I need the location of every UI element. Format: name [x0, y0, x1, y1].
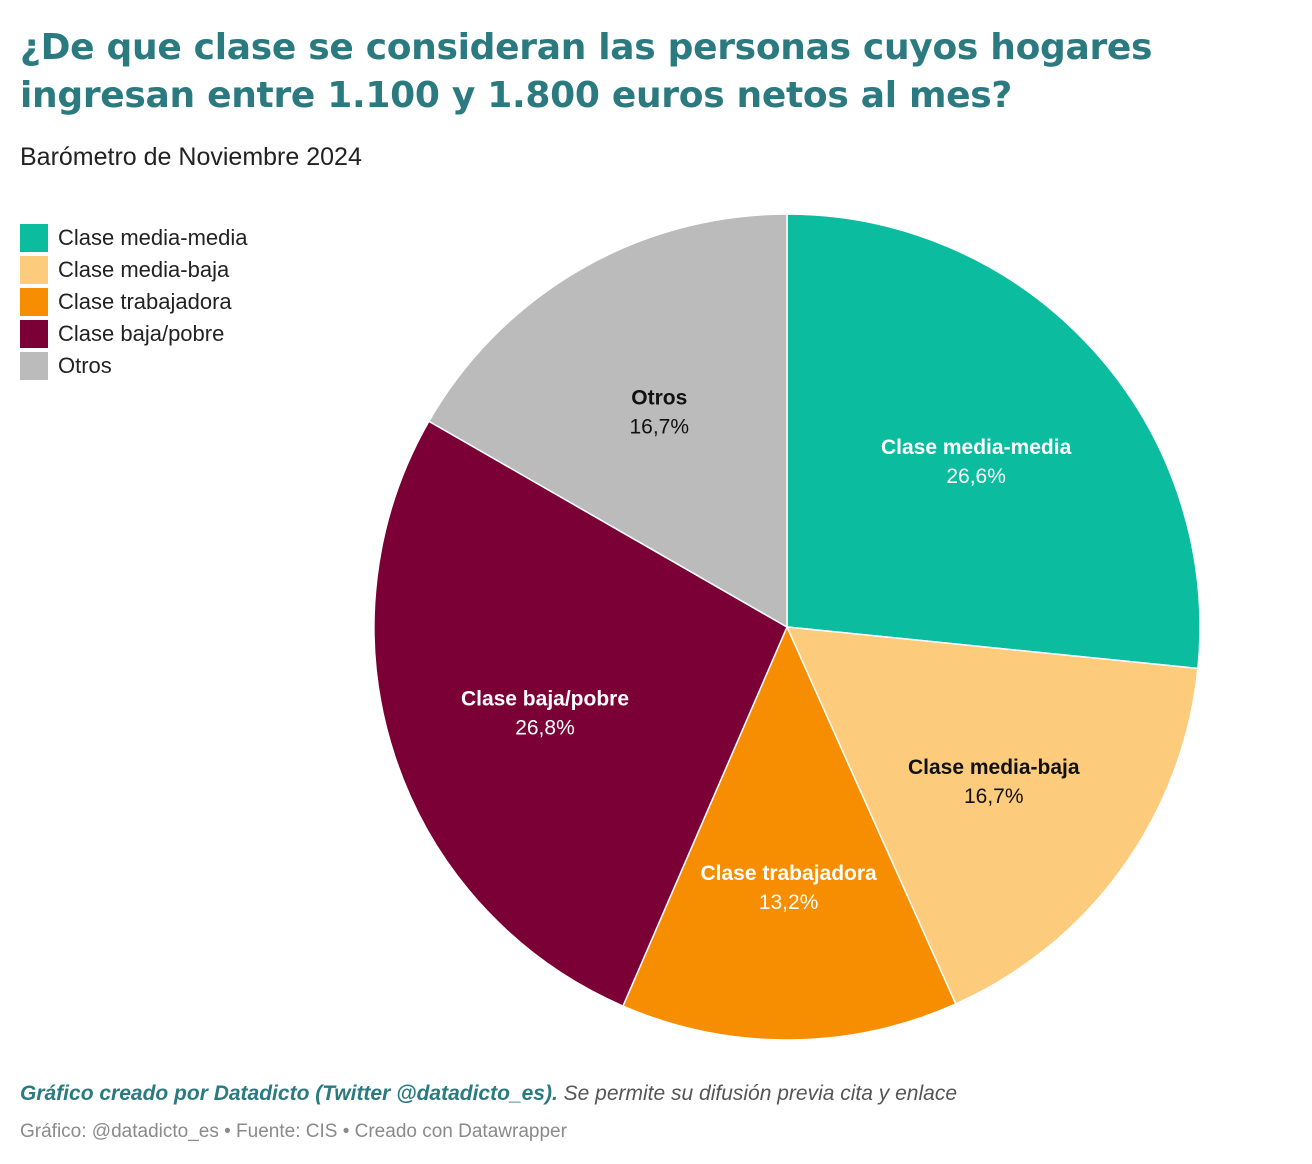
pie-slice [427, 213, 788, 629]
slice-value-label: 26,8% [515, 716, 575, 739]
chart-title: ¿De que clase se consideran las personas… [20, 27, 1153, 116]
legend-swatch [20, 224, 48, 252]
footer-source: Gráfico: @datadicto_es • Fuente: CIS • C… [20, 1121, 567, 1142]
legend-label: Otros [58, 353, 112, 378]
slice-value-label: 13,2% [759, 891, 819, 914]
legend-item: Clase media-media [20, 222, 248, 254]
slice-value-label: 16,7% [629, 415, 689, 438]
legend-label: Clase media-baja [58, 257, 230, 282]
legend-item: Clase media-baja [20, 254, 248, 286]
pie-slice [373, 420, 788, 1008]
legend-item: Clase baja/pobre [20, 318, 248, 350]
footer-credit: Gráfico creado por Datadicto (Twitter @d… [20, 1079, 957, 1109]
footer-credit-strong: Gráfico creado por Datadicto (Twitter @d… [20, 1082, 558, 1105]
legend-swatch [20, 320, 48, 348]
footer-credit-rest: Se permite su difusión previa cita y enl… [557, 1082, 958, 1105]
pie-slice [785, 626, 1199, 1005]
legend-swatch [20, 288, 48, 316]
legend-label: Clase trabajadora [58, 289, 232, 314]
pie-slice [621, 625, 957, 1041]
slice-label: Clase media-baja [908, 756, 1080, 779]
legend-item: Clase trabajadora [20, 286, 248, 318]
legend-swatch [20, 256, 48, 284]
slice-value-label: 16,7% [964, 785, 1024, 808]
pie-slice [786, 213, 1201, 670]
slice-label: Otros [631, 386, 687, 409]
slice-label: Clase baja/pobre [461, 687, 629, 710]
legend-label: Clase baja/pobre [58, 321, 225, 346]
chart-legend: Clase media-media Clase media-baja Clase t… [20, 222, 248, 382]
slice-value-label: 26,6% [946, 465, 1006, 488]
legend-item: Otros [20, 350, 248, 382]
legend-swatch [20, 352, 48, 380]
slice-label: Clase media-media [881, 436, 1072, 459]
slice-label: Clase trabajadora [700, 862, 877, 885]
chart-subtitle: Barómetro de Noviembre 2024 [20, 143, 362, 171]
legend-label: Clase media-media [58, 225, 248, 250]
